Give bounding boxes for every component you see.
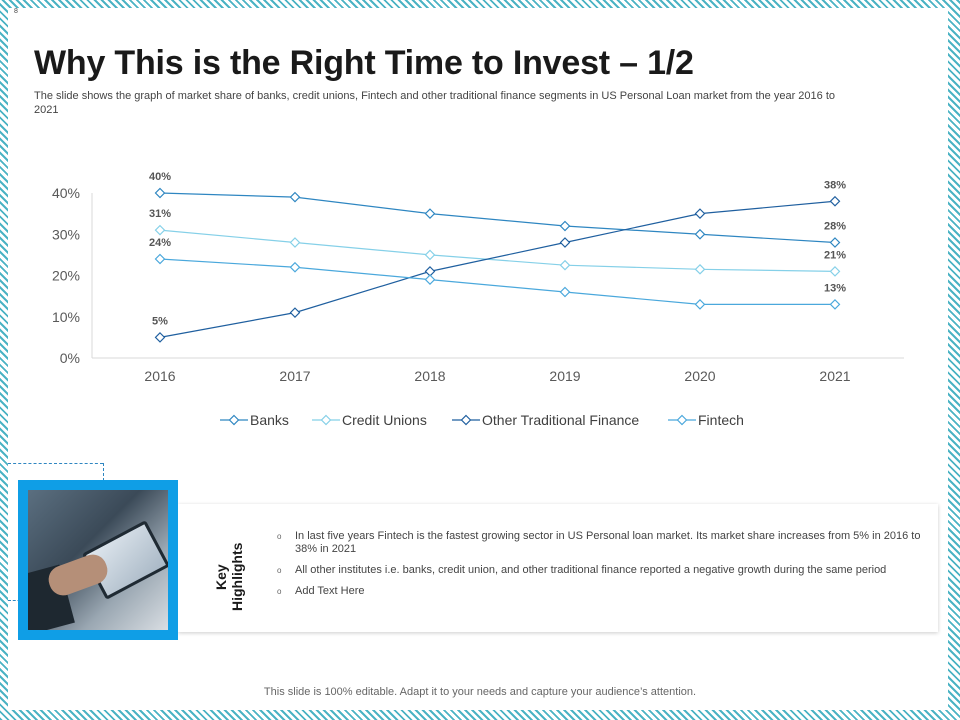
bullet-circle-icon: o: [277, 532, 282, 541]
data-point-marker: [829, 299, 841, 310]
highlights-list: o In last five years Fintech is the fast…: [277, 530, 925, 606]
data-label: 40%: [149, 171, 171, 183]
y-tick-label: 10%: [52, 309, 80, 325]
x-tick-label: 2018: [414, 368, 445, 384]
x-tick-label: 2020: [684, 368, 715, 384]
data-point-marker: [694, 208, 706, 219]
data-point-marker: [559, 286, 571, 298]
data-point-marker: [559, 220, 571, 232]
legend-marker: [320, 414, 332, 426]
data-label: 21%: [824, 249, 846, 261]
legend-marker: [460, 414, 472, 426]
bullet-circle-icon: o: [277, 587, 282, 596]
highlight-item: o All other institutes i.e. banks, credi…: [277, 564, 925, 577]
market-share-chart: 0% 10% 20% 30% 40% 2016 2017 2018 2019 2020 2021 40…: [52, 171, 904, 428]
data-point-marker: [559, 259, 571, 271]
y-tick-label: 20%: [52, 268, 80, 284]
data-point-marker: [694, 228, 706, 240]
series-line: [159, 229, 836, 272]
data-point-marker: [289, 307, 301, 318]
data-point-marker: [694, 263, 706, 275]
legend-label: Other Traditional Finance: [482, 412, 639, 428]
tablet-photo: [28, 490, 168, 630]
highlight-item: o In last five years Fintech is the fast…: [277, 530, 925, 556]
key-highlights-title: Key Highlights: [213, 542, 245, 612]
data-point-marker: [154, 253, 166, 265]
legend-marker: [228, 414, 240, 426]
data-point-marker: [424, 249, 436, 261]
legend-label: Fintech: [698, 412, 744, 428]
data-point-marker: [289, 191, 301, 203]
legend-label: Credit Unions: [342, 412, 427, 428]
slide-title: Why This is the Right Time to Invest – 1…: [34, 44, 694, 82]
series-line: [159, 258, 835, 305]
legend-label: Banks: [250, 412, 289, 428]
y-tick-label: 40%: [52, 185, 80, 201]
highlight-item: o Add Text Here: [277, 585, 925, 598]
highlight-text: In last five years Fintech is the fastes…: [295, 530, 921, 555]
data-point-marker: [829, 266, 841, 277]
photo-frame: [18, 480, 178, 640]
data-label: 28%: [824, 221, 846, 233]
data-point-marker: [424, 274, 436, 285]
data-point-marker: [154, 187, 166, 199]
x-tick-label: 2016: [144, 368, 175, 384]
data-point-marker: [289, 261, 301, 273]
highlight-text: All other institutes i.e. banks, credit …: [295, 564, 887, 576]
data-label: 24%: [149, 237, 171, 249]
key-highlights-panel: [178, 504, 938, 632]
data-point-marker: [829, 195, 841, 207]
x-tick-label: 2017: [279, 368, 310, 384]
data-label: 5%: [152, 315, 168, 327]
slide-subtitle: The slide shows the graph of market shar…: [34, 90, 835, 116]
bullet-circle-icon: o: [277, 566, 282, 575]
x-tick-label: 2019: [549, 368, 580, 384]
series-line: [159, 192, 836, 244]
decorative-dashed-connector: [8, 463, 103, 464]
decorative-dashed-connector-vertical: [103, 463, 104, 491]
page-number: 8: [14, 8, 18, 15]
y-tick-label: 30%: [52, 226, 80, 242]
data-point-marker: [154, 224, 166, 236]
data-point-marker: [289, 237, 301, 248]
data-point-marker: [154, 332, 166, 343]
highlight-text: Add Text Here: [295, 585, 365, 597]
data-point-marker: [829, 237, 841, 248]
y-tick-label: 0%: [60, 350, 80, 366]
data-point-marker: [694, 299, 706, 310]
data-point-marker: [424, 208, 436, 219]
x-tick-label: 2021: [819, 368, 850, 384]
data-label: 38%: [824, 179, 846, 191]
footer-note: This slide is 100% editable. Adapt it to…: [263, 686, 697, 698]
legend-marker: [676, 414, 688, 426]
series-line: [159, 200, 836, 338]
data-label: 13%: [824, 282, 846, 294]
data-point-marker: [559, 237, 571, 248]
data-label: 31%: [149, 208, 171, 220]
